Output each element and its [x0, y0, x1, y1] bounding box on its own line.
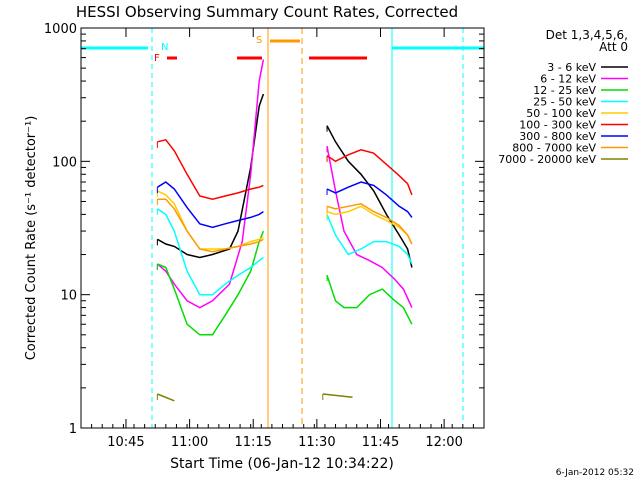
- series-12-25-kev-seg1: [157, 230, 265, 336]
- y-tick-label: 1000: [44, 22, 77, 37]
- y-tick-label: 100: [52, 155, 77, 170]
- legend-label: 100 - 300 keV: [519, 119, 596, 132]
- legend-label: 800 - 7000 keV: [512, 142, 596, 155]
- x-tick-label: 11:30: [298, 435, 335, 450]
- legend-label: 25 - 50 keV: [533, 96, 596, 109]
- series-6-12-kev-seg1: [156, 59, 265, 309]
- x-axis-label: Start Time (06-Jan-12 10:34:22): [170, 456, 394, 472]
- series-100-300-kev-seg2: [326, 149, 413, 196]
- series-6-12-kev-seg2: [326, 145, 413, 308]
- annotation-s: S: [256, 35, 262, 46]
- y-tick-label: 10: [60, 289, 77, 304]
- footer-date: 6-Jan-2012 05:32: [556, 468, 634, 478]
- legend-label: 3 - 6 keV: [547, 61, 596, 74]
- series-12-25-kev-seg2: [326, 274, 413, 325]
- legend-title-line-1: Det 1,3,4,5,6,: [546, 28, 628, 42]
- series-300-800-kev-seg2: [326, 181, 413, 218]
- x-tick-label: 11:00: [171, 435, 208, 450]
- series-25-50-kev-seg2: [326, 214, 413, 265]
- y-axis-label: Corrected Count Rate (s⁻¹ detector⁻¹): [24, 116, 39, 361]
- series-3-6-kev-seg2: [326, 125, 413, 268]
- legend-label: 7000 - 20000 keV: [498, 153, 596, 166]
- series-800-7000-kev-seg2: [326, 203, 413, 245]
- legend-label: 6 - 12 keV: [540, 73, 596, 86]
- x-tick-label: 11:45: [362, 435, 399, 450]
- series-50-100-kev-seg1: [157, 190, 264, 250]
- series-800-7000-kev-seg1: [157, 198, 264, 253]
- x-tick-label: 10:45: [107, 435, 144, 450]
- plot-layer: [81, 28, 484, 428]
- x-tick-label: 12:00: [425, 435, 462, 450]
- annotation-f: F: [154, 53, 160, 64]
- plot-frame: [80, 27, 485, 429]
- legend-label: 12 - 25 keV: [533, 84, 596, 97]
- series-300-800-kev-seg1: [157, 181, 264, 229]
- series-3-6-kev-seg1: [157, 93, 265, 259]
- y-tick-label: 1: [69, 422, 77, 437]
- series-7000-20000-kev-seg2: [322, 393, 353, 399]
- series-7000-20000-kev-seg1: [157, 393, 175, 402]
- series-25-50-kev-seg1: [156, 208, 264, 296]
- series-100-300-kev-seg1: [157, 138, 264, 200]
- chart-title: HESSI Observing Summary Count Rates, Cor…: [76, 3, 458, 21]
- annotation-n: N: [161, 42, 168, 53]
- x-tick-label: 11:15: [234, 435, 271, 450]
- axes-layer: 1 10 100 1000 10:45 11:00 11:15 11:30 11:45 12:00: [44, 22, 485, 450]
- legend-label: 300 - 800 keV: [519, 130, 596, 143]
- legend-label: 50 - 100 keV: [526, 107, 596, 120]
- legend-title-line-2: Att 0: [599, 40, 628, 54]
